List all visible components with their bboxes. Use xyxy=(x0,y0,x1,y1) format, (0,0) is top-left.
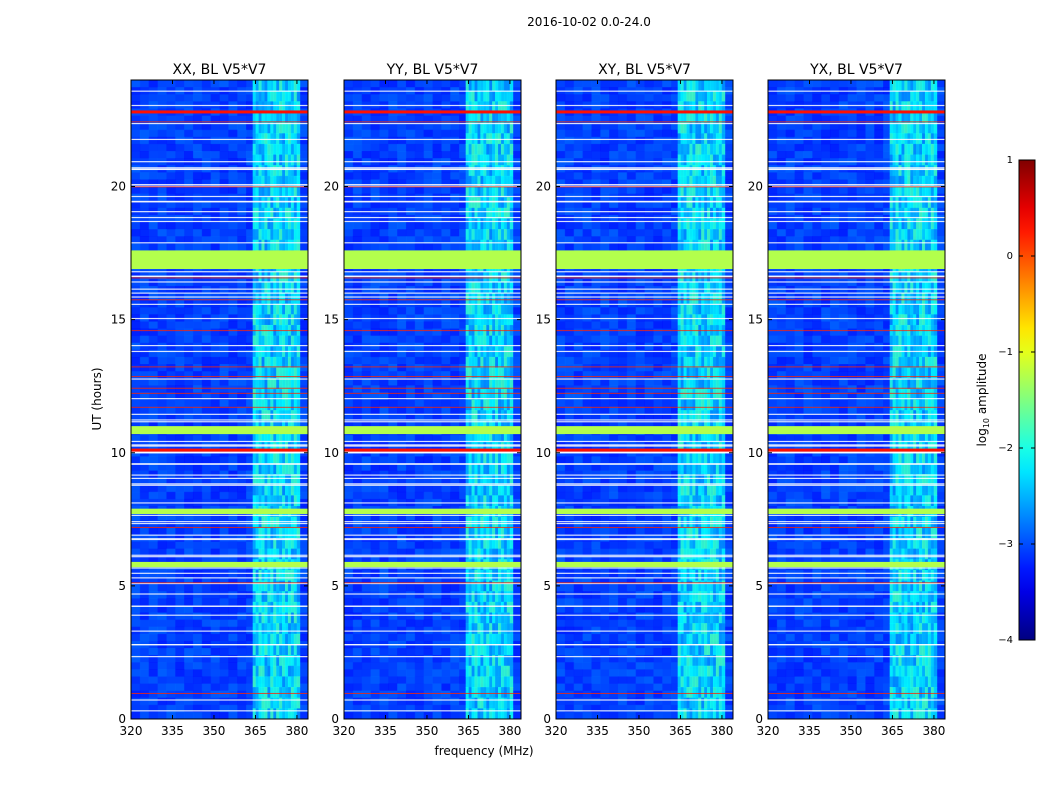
flagged-block xyxy=(344,426,521,435)
x-tick-label: 350 xyxy=(203,724,226,738)
flagged-block xyxy=(344,250,521,270)
panel-1: YY, BL V5*V7 320 335 350 365 380 0 5 10 15 20 xyxy=(324,62,522,738)
y-tick-label: 5 xyxy=(755,579,763,593)
flagged-block xyxy=(768,508,945,514)
panel-title: XX, BL V5*V7 xyxy=(173,62,267,78)
panel-title: XY, BL V5*V7 xyxy=(598,62,691,78)
rfi-line xyxy=(344,110,521,114)
panel-0: XX, BL V5*V7 320 335 350 365 380 0 5 10 15 20 xyxy=(111,62,309,738)
panel-title: YX, BL V5*V7 xyxy=(809,62,903,78)
y-tick-label: 20 xyxy=(536,180,551,194)
rfi-line xyxy=(556,110,733,114)
rfi-line xyxy=(131,110,308,114)
y-tick-label: 20 xyxy=(748,180,763,194)
flagged-block xyxy=(131,250,308,270)
colorbar-tick-label: −1 xyxy=(998,347,1013,358)
y-tick-label: 15 xyxy=(536,313,551,327)
panel-image xyxy=(131,80,308,719)
y-tick-label: 10 xyxy=(111,446,126,460)
x-tick-label: 380 xyxy=(710,724,733,738)
panel-image xyxy=(768,80,945,719)
x-tick-label: 365 xyxy=(881,724,904,738)
x-tick-label: 380 xyxy=(285,724,308,738)
colorbar-tick-label: 1 xyxy=(1007,155,1013,166)
flagged-block xyxy=(131,508,308,514)
x-tick-label: 365 xyxy=(669,724,692,738)
colorbar-label: log10 amplitude xyxy=(975,354,991,447)
flagged-block xyxy=(556,250,733,270)
y-tick-label: 15 xyxy=(111,313,126,327)
x-tick-label: 350 xyxy=(840,724,863,738)
rfi-line xyxy=(344,448,521,452)
x-tick-label: 350 xyxy=(416,724,439,738)
colorbar: 1 0 −1 −2 −3 −4 log10 amplitude xyxy=(975,155,1036,646)
x-tick-label: 335 xyxy=(374,724,397,738)
y-tick-label: 20 xyxy=(111,180,126,194)
x-tick-label: 320 xyxy=(545,724,568,738)
colorbar-tick-label: −2 xyxy=(998,443,1013,454)
panel-frame xyxy=(767,79,946,720)
rfi-line xyxy=(131,448,308,452)
rfi-line xyxy=(556,448,733,452)
y-tick-label: 15 xyxy=(324,313,339,327)
x-tick-label: 365 xyxy=(457,724,480,738)
y-tick-label: 10 xyxy=(324,446,339,460)
panel-frame xyxy=(343,79,522,720)
y-tick-label: 15 xyxy=(748,313,763,327)
x-tick-label: 335 xyxy=(161,724,184,738)
y-tick-label: 0 xyxy=(543,712,551,726)
flagged-block xyxy=(131,426,308,435)
y-tick-label: 0 xyxy=(118,712,126,726)
x-tick-label: 365 xyxy=(244,724,267,738)
flagged-block xyxy=(556,508,733,514)
panel-frame xyxy=(555,79,734,720)
flagged-block xyxy=(768,561,945,568)
x-tick-label: 320 xyxy=(757,724,780,738)
colorbar-tick-label: −3 xyxy=(998,539,1013,550)
y-tick-label: 0 xyxy=(331,712,339,726)
y-tick-label: 5 xyxy=(543,579,551,593)
y-tick-label: 0 xyxy=(755,712,763,726)
rfi-line xyxy=(768,448,945,452)
panel-2: XY, BL V5*V7 320 335 350 365 380 0 5 10 15 20 xyxy=(536,62,734,738)
flagged-block xyxy=(556,426,733,435)
panel-frame xyxy=(130,79,309,720)
y-axis-label: UT (hours) xyxy=(90,367,104,430)
panel-image xyxy=(344,80,521,719)
colorbar-tick-label: −4 xyxy=(998,635,1013,646)
x-tick-label: 350 xyxy=(628,724,651,738)
x-tick-label: 380 xyxy=(498,724,521,738)
x-axis-label: frequency (MHz) xyxy=(434,744,533,758)
flagged-block xyxy=(768,250,945,270)
colorbar-gradient xyxy=(1018,159,1036,641)
panel-image xyxy=(556,80,733,719)
y-tick-label: 5 xyxy=(118,579,126,593)
y-tick-label: 5 xyxy=(331,579,339,593)
figure-suptitle: 2016-10-02 0.0-24.0 xyxy=(527,15,651,29)
panel-3: YX, BL V5*V7 320 335 350 365 380 0 5 10 15 20 xyxy=(748,62,946,738)
y-tick-label: 10 xyxy=(536,446,551,460)
x-tick-label: 320 xyxy=(120,724,143,738)
colorbar-tick-label: 0 xyxy=(1007,251,1013,262)
x-tick-label: 320 xyxy=(333,724,356,738)
x-tick-label: 335 xyxy=(586,724,609,738)
flagged-block xyxy=(768,426,945,435)
rfi-line xyxy=(768,110,945,114)
flagged-block xyxy=(556,561,733,568)
y-tick-label: 20 xyxy=(324,180,339,194)
flagged-block xyxy=(131,561,308,568)
flagged-block xyxy=(344,561,521,568)
flagged-block xyxy=(344,508,521,514)
x-tick-label: 380 xyxy=(922,724,945,738)
panel-title: YY, BL V5*V7 xyxy=(386,62,479,78)
y-tick-label: 10 xyxy=(748,446,763,460)
x-tick-label: 335 xyxy=(798,724,821,738)
